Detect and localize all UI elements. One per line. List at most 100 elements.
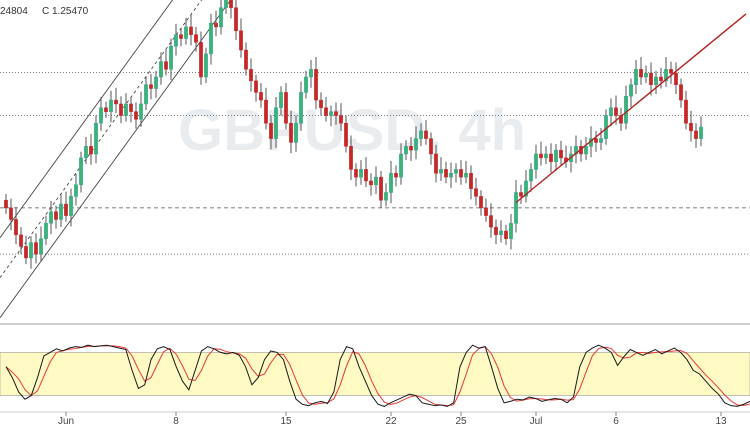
candle-up bbox=[169, 45, 173, 70]
candle-up bbox=[79, 157, 83, 186]
candle-down bbox=[394, 173, 398, 178]
candle-down bbox=[239, 30, 243, 51]
candle-up bbox=[69, 196, 73, 216]
candle-down bbox=[164, 61, 168, 70]
candle-up bbox=[449, 173, 453, 178]
candle-down bbox=[214, 22, 218, 28]
candle-down bbox=[649, 72, 653, 85]
candle-down bbox=[549, 153, 553, 162]
candle-down bbox=[494, 226, 498, 236]
candle-down bbox=[659, 76, 663, 82]
candle-down bbox=[334, 111, 338, 116]
candle-down bbox=[89, 146, 93, 155]
candle-up bbox=[159, 61, 163, 78]
candle-up bbox=[624, 96, 628, 124]
ohlc-low-readout: 24804 bbox=[0, 6, 28, 17]
candle-down bbox=[684, 99, 688, 124]
candle-down bbox=[354, 169, 358, 178]
candle-up bbox=[209, 22, 213, 55]
candle-up bbox=[274, 107, 278, 139]
candle-down bbox=[434, 153, 438, 174]
candle-up bbox=[584, 146, 588, 155]
candle-up bbox=[99, 107, 103, 124]
x-tick-label: 13 bbox=[715, 416, 727, 427]
candle-up bbox=[634, 69, 638, 85]
x-tick-label: Jul bbox=[530, 416, 543, 427]
candle-down bbox=[149, 84, 153, 89]
candle-down bbox=[409, 146, 413, 151]
candle-up bbox=[279, 92, 283, 109]
candle-down bbox=[459, 169, 463, 178]
candle-up bbox=[509, 223, 513, 239]
candle-up bbox=[554, 149, 558, 162]
candle-down bbox=[674, 72, 678, 85]
candle-up bbox=[654, 76, 658, 85]
candle-up bbox=[404, 146, 408, 155]
candle-down bbox=[349, 146, 353, 170]
candle-up bbox=[84, 146, 88, 159]
candle-down bbox=[469, 173, 473, 189]
candle-up bbox=[294, 122, 298, 143]
candle-down bbox=[229, 0, 233, 8]
candle-down bbox=[259, 92, 263, 101]
candle-down bbox=[289, 122, 293, 143]
candle-down bbox=[639, 69, 643, 78]
channel-line-2 bbox=[0, 0, 203, 278]
candle-down bbox=[319, 99, 323, 109]
candle-up bbox=[524, 180, 528, 197]
candle-down bbox=[324, 107, 328, 116]
candle-down bbox=[559, 149, 563, 159]
stochastic-d-line bbox=[5, 345, 750, 407]
candle-up bbox=[414, 138, 418, 151]
candle-up bbox=[59, 203, 63, 220]
candle-down bbox=[114, 99, 118, 105]
candle-up bbox=[514, 192, 518, 224]
candle-down bbox=[254, 80, 258, 93]
candle-up bbox=[44, 223, 48, 239]
candle-down bbox=[669, 69, 673, 74]
x-tick-label: Jun bbox=[58, 416, 74, 427]
candle-down bbox=[189, 26, 193, 35]
candle-up bbox=[304, 76, 308, 93]
candle-up bbox=[74, 184, 78, 197]
candle-up bbox=[109, 99, 113, 112]
candle-up bbox=[174, 34, 178, 47]
candle-up bbox=[599, 138, 603, 143]
channel-line-1 bbox=[0, 0, 232, 318]
candle-up bbox=[299, 92, 303, 124]
candle-down bbox=[284, 92, 288, 124]
candle-up bbox=[664, 69, 668, 82]
candle-down bbox=[614, 107, 618, 116]
candle-down bbox=[484, 207, 488, 216]
candle-down bbox=[4, 199, 8, 209]
candle-down bbox=[179, 34, 183, 39]
candle-up bbox=[219, 7, 223, 28]
candle-down bbox=[129, 103, 133, 112]
candle-down bbox=[694, 130, 698, 139]
candle-down bbox=[504, 230, 508, 239]
candle-up bbox=[374, 176, 378, 186]
x-tick-label: 8 bbox=[173, 416, 179, 427]
ohlc-close-readout: C 1.25470 bbox=[42, 6, 89, 17]
candle-down bbox=[54, 211, 58, 220]
candle-up bbox=[49, 211, 53, 224]
candle-down bbox=[244, 49, 248, 70]
candle-down bbox=[689, 122, 693, 132]
candle-up bbox=[139, 103, 143, 120]
rising-trendline bbox=[515, 13, 747, 204]
candle-down bbox=[104, 107, 108, 112]
candle-up bbox=[224, 0, 228, 8]
candle-down bbox=[14, 219, 18, 236]
candle-down bbox=[489, 215, 493, 228]
candle-down bbox=[474, 188, 478, 197]
candle-up bbox=[609, 107, 613, 116]
candle-up bbox=[144, 84, 148, 105]
candle-up bbox=[39, 238, 43, 255]
channel-line-3 bbox=[0, 0, 174, 238]
stochastic-band bbox=[0, 352, 750, 396]
candle-up bbox=[529, 169, 533, 182]
candle-down bbox=[314, 69, 318, 101]
candle-up bbox=[359, 169, 363, 178]
